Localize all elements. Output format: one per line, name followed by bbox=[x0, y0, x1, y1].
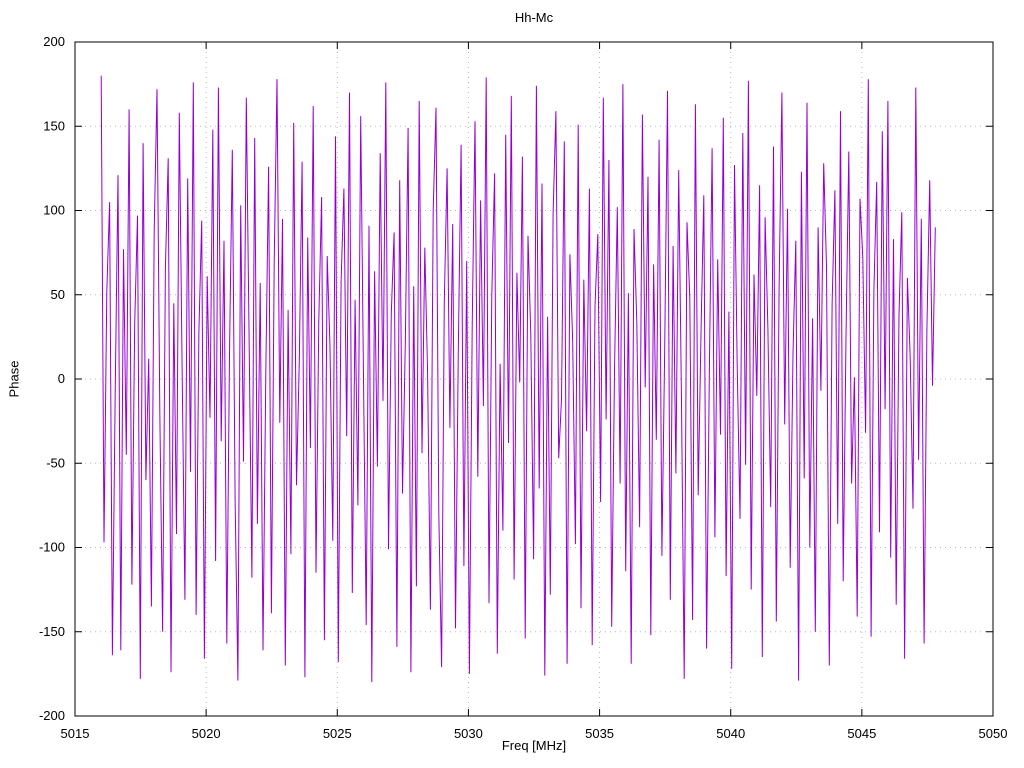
x-tick-label: 5020 bbox=[192, 726, 221, 741]
y-tick-label: 200 bbox=[43, 34, 65, 49]
y-tick-label: -150 bbox=[39, 624, 65, 639]
y-tick-label: -200 bbox=[39, 708, 65, 723]
y-tick-label: -100 bbox=[39, 540, 65, 555]
y-tick-label: 100 bbox=[43, 203, 65, 218]
y-tick-label: -50 bbox=[46, 455, 65, 470]
y-tick-label: 150 bbox=[43, 118, 65, 133]
chart-title: Hh-Mc bbox=[514, 10, 554, 25]
x-tick-label: 5045 bbox=[847, 726, 876, 741]
x-tick-label: 5030 bbox=[454, 726, 483, 741]
x-tick-label: 5025 bbox=[323, 726, 352, 741]
x-tick-label: 5015 bbox=[61, 726, 90, 741]
y-axis-label: Phase bbox=[6, 360, 22, 398]
x-tick-label: 5035 bbox=[585, 726, 614, 741]
y-tick-label: 0 bbox=[58, 371, 65, 386]
x-tick-label: 5040 bbox=[716, 726, 745, 741]
phase-series-line bbox=[100, 75, 936, 683]
y-tick-label: 50 bbox=[51, 287, 65, 302]
x-axis-label: Freq [MHz] bbox=[501, 738, 567, 753]
x-tick-label: 5050 bbox=[979, 726, 1008, 741]
